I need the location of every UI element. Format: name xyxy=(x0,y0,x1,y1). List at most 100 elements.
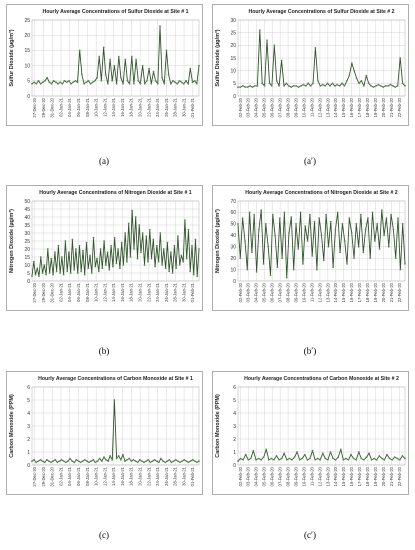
data-point xyxy=(283,452,286,455)
data-point xyxy=(160,457,162,460)
data-point xyxy=(260,458,262,461)
data-point xyxy=(363,458,365,461)
data-point xyxy=(373,240,376,242)
data-point xyxy=(161,76,164,79)
data-point xyxy=(126,458,128,461)
data-point xyxy=(138,224,141,226)
data-point xyxy=(153,458,156,461)
x-tick-label: 06-Jan-21 xyxy=(76,282,81,302)
chart-b-svg: Hourly Average Concentrations of Nitroge… xyxy=(6,185,203,311)
data-point xyxy=(64,240,67,242)
data-point xyxy=(97,270,100,273)
x-tick-label: 09-Feb-20 xyxy=(293,282,298,302)
data-point xyxy=(48,460,50,462)
x-tick-label: 08-Feb-20 xyxy=(286,97,291,117)
data-point xyxy=(241,85,244,87)
data-point xyxy=(78,49,81,52)
data-point xyxy=(404,85,406,87)
data-point xyxy=(383,234,385,237)
data-point xyxy=(107,82,109,85)
x-tick-label: 10-Feb-20 xyxy=(301,97,306,117)
y-tick-label: 2 xyxy=(27,437,30,443)
chart-frame xyxy=(6,4,203,126)
data-point xyxy=(367,217,369,219)
data-point xyxy=(39,458,42,461)
data-point xyxy=(393,456,396,459)
data-point xyxy=(327,458,329,461)
data-point xyxy=(244,240,246,242)
data-point xyxy=(102,46,105,49)
data-point xyxy=(173,244,176,247)
data-point xyxy=(288,457,291,460)
x-tick-label: 30-Jan-21 xyxy=(181,97,186,117)
data-point xyxy=(193,79,196,82)
x-tick-label: 31-Dec-20 xyxy=(50,97,55,117)
data-point xyxy=(278,217,281,219)
data-point xyxy=(185,257,188,260)
x-tick-label: 16-Feb-20 xyxy=(349,282,354,302)
data-point xyxy=(163,82,166,85)
data-point xyxy=(324,85,326,87)
data-point xyxy=(302,263,304,265)
data-point xyxy=(368,452,370,455)
data-point xyxy=(43,461,46,464)
data-point xyxy=(237,223,239,225)
data-point xyxy=(182,260,185,263)
data-point xyxy=(120,76,122,79)
x-tick-label: 20-Feb-20 xyxy=(381,97,386,117)
data-point xyxy=(256,85,259,87)
data-point xyxy=(43,264,46,266)
data-point xyxy=(45,458,48,461)
data-point xyxy=(181,460,184,462)
x-tick-label: 10-Jan-21 xyxy=(94,282,99,302)
y-tick-label: 45 xyxy=(24,207,30,213)
x-tick-label: 08-Jan-21 xyxy=(85,466,90,486)
data-point xyxy=(100,79,103,82)
data-point xyxy=(103,240,105,242)
x-tick-label: 22-Jan-21 xyxy=(146,282,151,302)
data-point xyxy=(83,82,85,85)
data-point xyxy=(246,86,249,88)
data-point xyxy=(392,228,395,231)
chart-frame xyxy=(212,4,409,126)
data-point xyxy=(143,264,146,266)
data-point xyxy=(176,82,179,85)
data-point xyxy=(35,461,38,464)
data-point xyxy=(370,458,373,461)
x-tick-label: 10-Feb-20 xyxy=(301,466,306,486)
data-point xyxy=(117,248,119,250)
y-tick-label: 60 xyxy=(230,210,236,216)
data-point xyxy=(71,238,74,241)
data-point xyxy=(89,254,91,257)
chart-title: Hourly Average Concentrations of Sulfur … xyxy=(42,9,188,15)
data-point xyxy=(66,270,69,273)
data-point xyxy=(104,73,107,76)
data-point xyxy=(41,81,44,84)
data-point xyxy=(185,79,187,82)
data-point xyxy=(182,82,185,85)
x-tick-label: 26-Jan-21 xyxy=(164,466,169,486)
data-point xyxy=(248,211,251,214)
data-point xyxy=(90,272,93,274)
data-point xyxy=(52,79,55,82)
x-tick-label: 27-Dec-20 xyxy=(32,282,37,302)
data-point xyxy=(283,85,285,87)
y-axis-label: Sulfur Dioxide (µg/m³) xyxy=(8,29,15,86)
data-point xyxy=(124,58,127,61)
data-point xyxy=(139,82,142,85)
data-point xyxy=(297,248,300,250)
data-point xyxy=(126,260,128,263)
chart-title: Hourly Average Concentrations of Nitroge… xyxy=(245,190,398,196)
data-point xyxy=(358,82,360,85)
data-point xyxy=(135,58,138,61)
data-point xyxy=(257,457,260,460)
data-point xyxy=(365,456,368,459)
data-point xyxy=(348,74,351,77)
data-point xyxy=(196,275,199,278)
x-tick-label: 03-Feb-20 xyxy=(246,466,251,486)
x-tick-label: 16-Feb-20 xyxy=(349,97,354,117)
data-point xyxy=(388,457,391,460)
data-point xyxy=(111,79,114,82)
data-point xyxy=(378,248,381,250)
data-point xyxy=(127,222,130,225)
